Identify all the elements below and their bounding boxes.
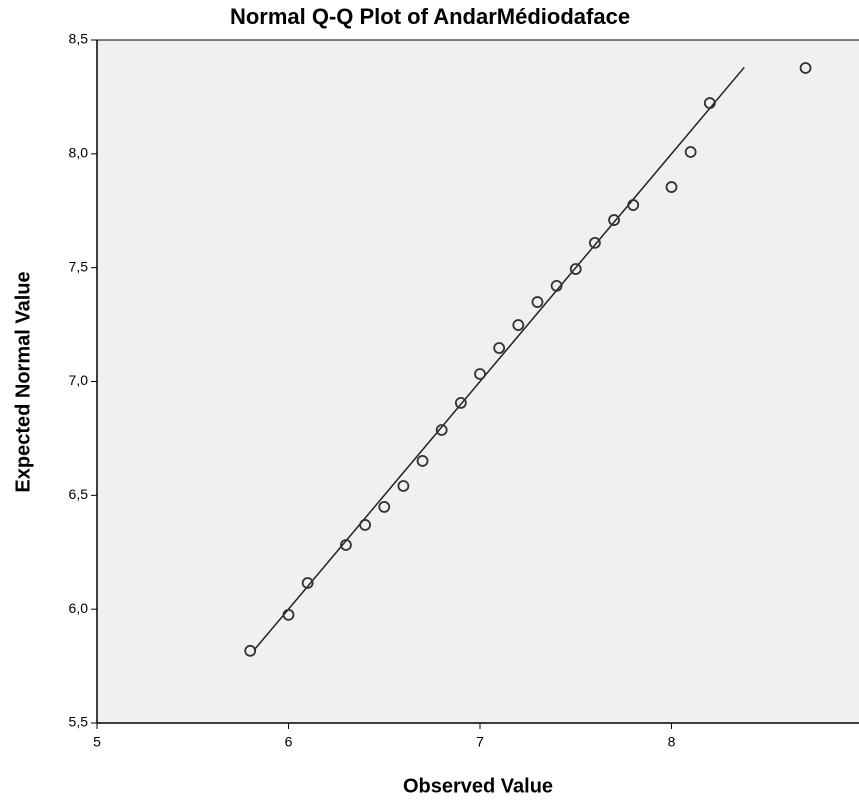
point (799, 62, 812, 74)
y-tick-label: 8,5 (69, 31, 89, 47)
point (435, 424, 448, 436)
plot-area (97, 40, 859, 723)
chart-title: Normal Q-Q Plot of AndarMédiodaface (230, 4, 630, 29)
point (684, 146, 697, 158)
point (244, 644, 257, 657)
point (474, 368, 486, 380)
x-tick-label: 8 (668, 734, 676, 750)
y-tick-label: 7,5 (69, 258, 89, 274)
point (703, 97, 716, 109)
y-tick-label: 5,5 (69, 714, 89, 730)
point (416, 455, 429, 467)
point (454, 397, 467, 409)
x-axis-label: Observed Value (403, 775, 553, 797)
point (550, 279, 563, 292)
x-tick-label: 5 (93, 734, 101, 750)
point (340, 539, 352, 551)
point (627, 199, 640, 211)
point (512, 319, 525, 331)
y-tick-label: 6,5 (69, 486, 89, 502)
y-tick-label: 7,0 (69, 372, 89, 388)
point (378, 501, 391, 513)
x-tick-label: 6 (285, 734, 293, 750)
x-tick-label: 7 (476, 734, 484, 750)
point (397, 480, 410, 492)
point (531, 296, 544, 308)
point (301, 577, 314, 589)
point (665, 181, 678, 193)
y-axis-label: Expected Normal Value (12, 271, 34, 492)
point (359, 519, 372, 531)
point (493, 342, 506, 354)
reference-line (253, 66, 745, 651)
y-tick-label: 8,0 (69, 145, 89, 161)
y-tick-label: 6,0 (69, 600, 89, 616)
point (589, 236, 601, 249)
point (282, 608, 295, 621)
point (569, 263, 582, 275)
point (608, 214, 620, 226)
